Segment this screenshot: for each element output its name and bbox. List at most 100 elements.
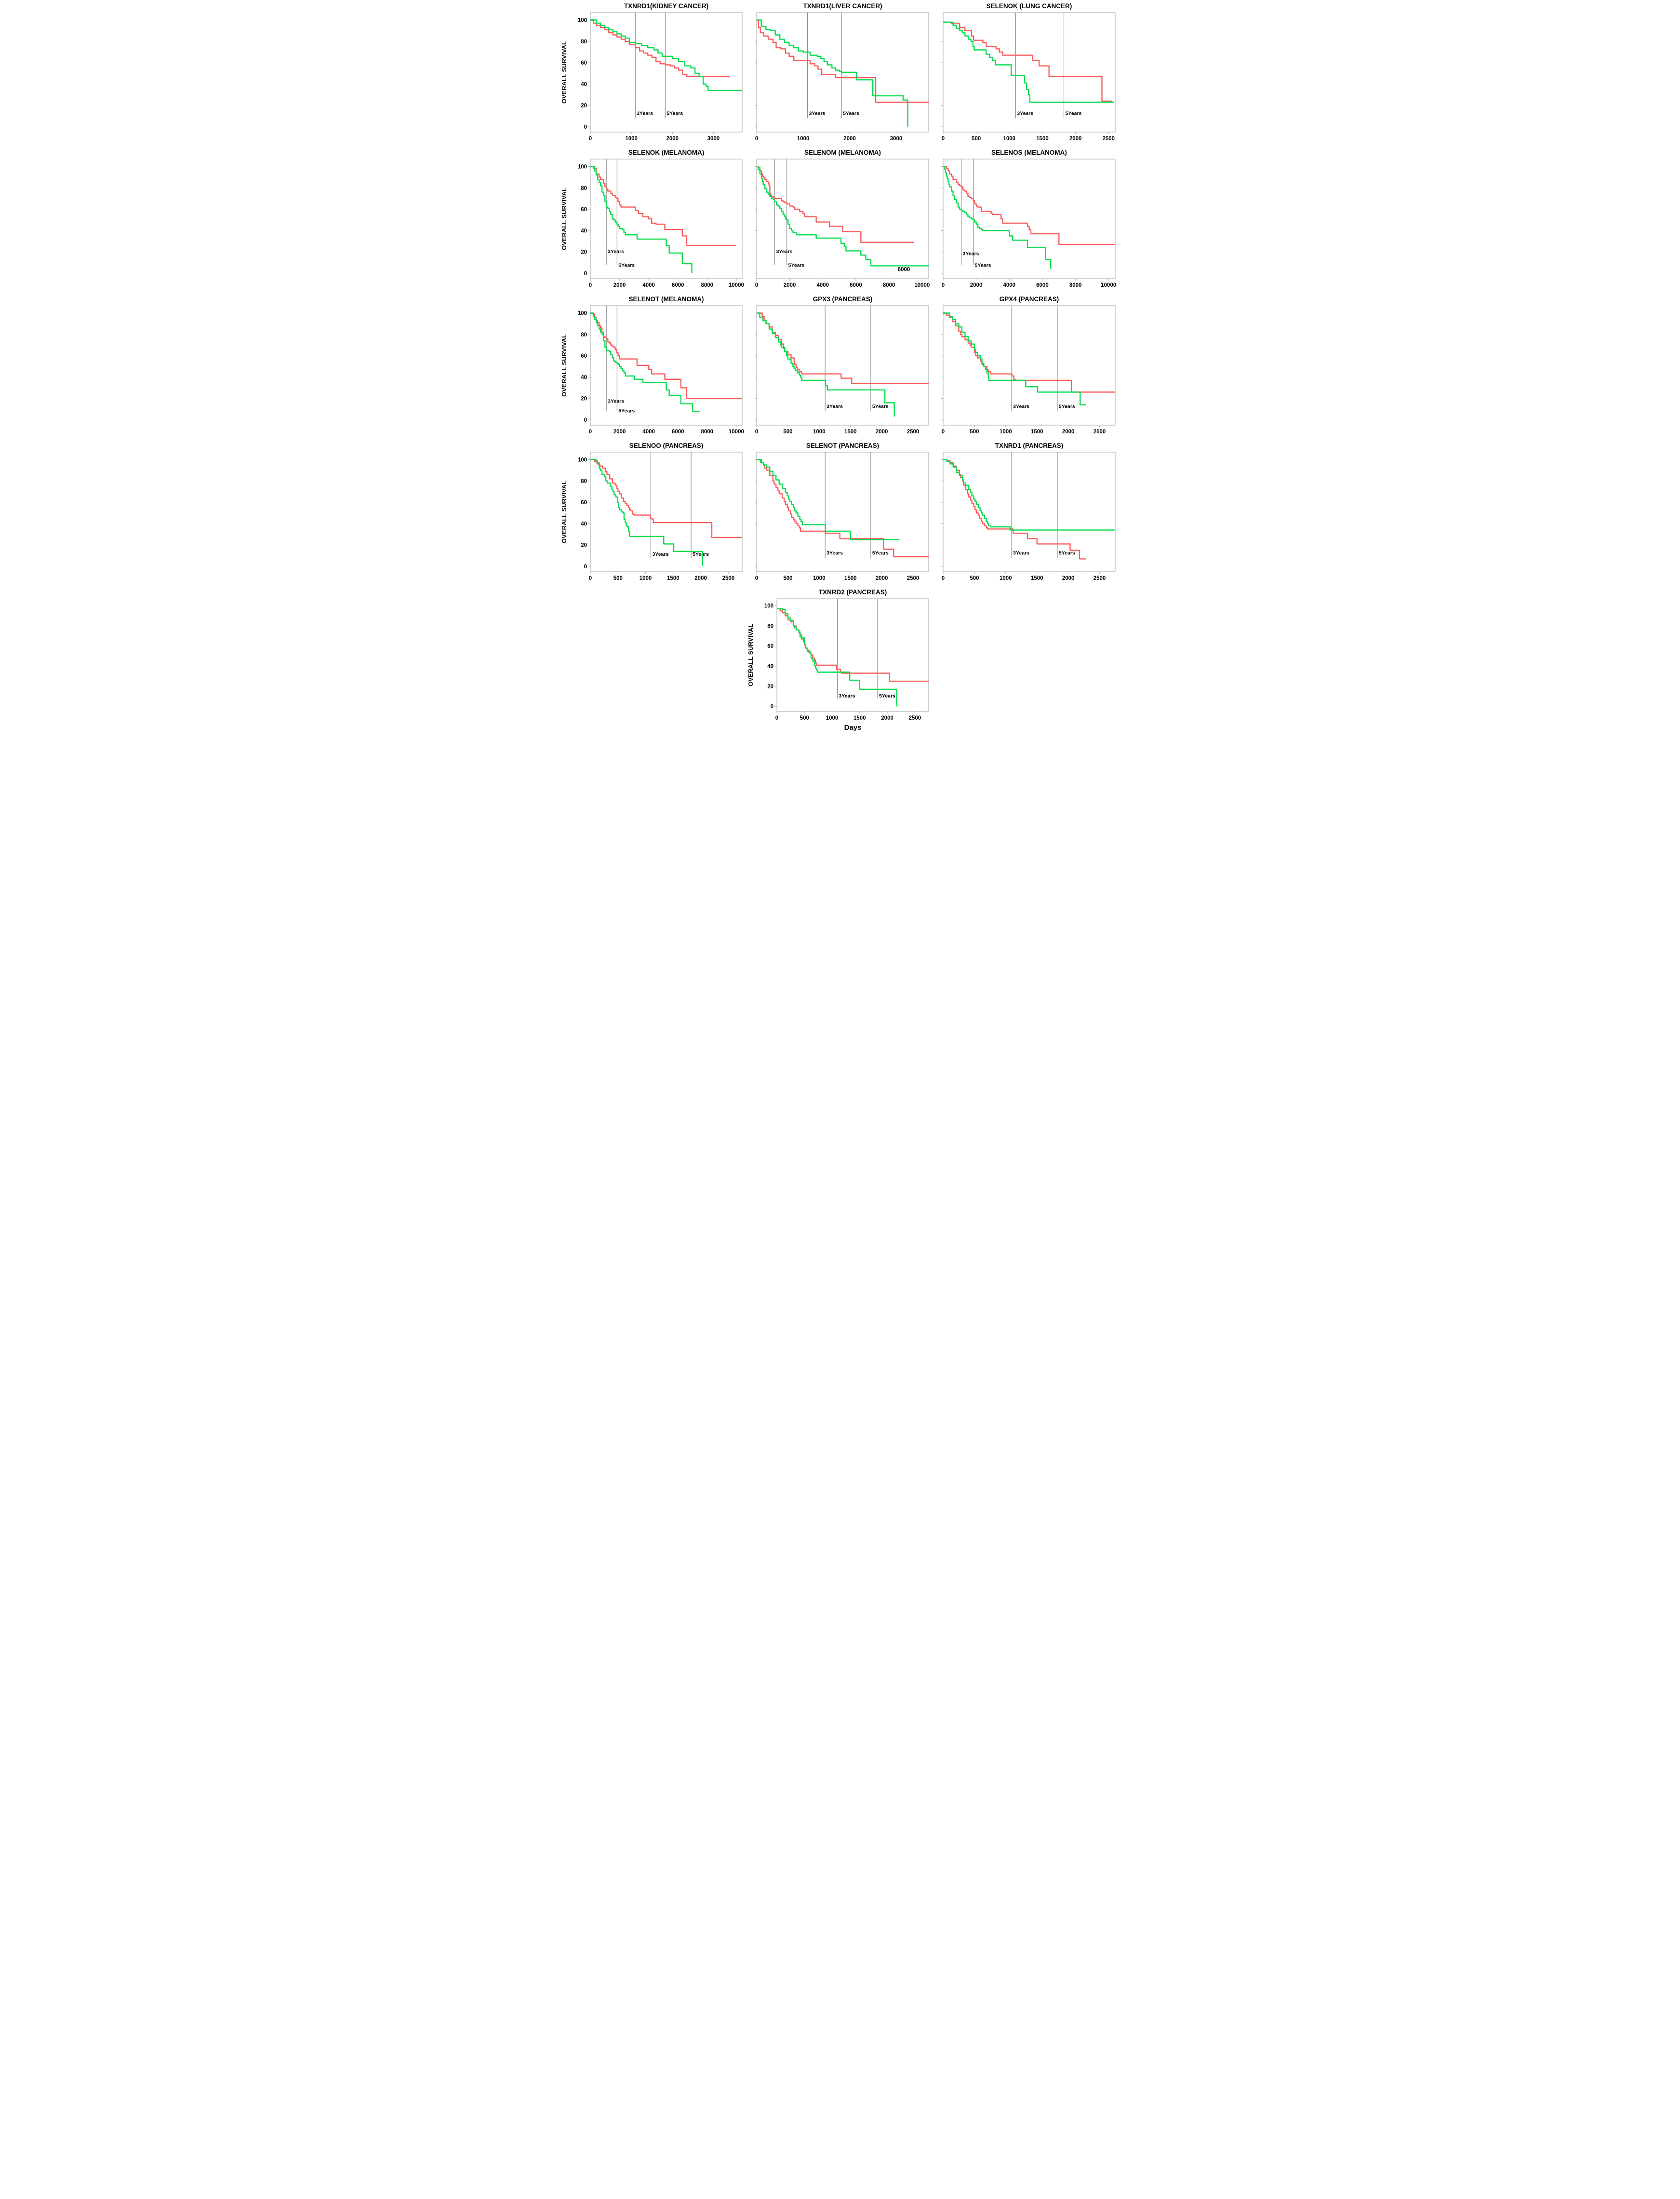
y-tick-label: 0 [584, 417, 587, 423]
x-tick-label: 2000 [970, 282, 982, 288]
x-tick-label: 1000 [1000, 429, 1012, 435]
x-tick-label: 0 [588, 576, 591, 581]
red-curve [776, 608, 929, 682]
survival-plot-gpx4-pancreas: 3Years 5Years 0 500 1000 1500 2000 2500 GPX4 (PA… [933, 293, 1120, 440]
x-tick-label: 8000 [701, 282, 713, 288]
y-tick-label: 40 [581, 81, 587, 87]
red-curve [590, 19, 730, 78]
plot-frame [589, 159, 743, 279]
year-label-5: 5Years [693, 551, 709, 557]
x-tick-label: 1500 [844, 429, 856, 435]
y-tick-label: 100 [577, 164, 587, 170]
x-tick-label: 2500 [908, 715, 921, 721]
x-tick-label: 10000 [728, 282, 744, 288]
year-label-3: 3Years [962, 251, 979, 256]
y-tick-label: 100 [577, 311, 587, 317]
y-tick-label: 0 [584, 124, 587, 130]
x-tick-label: 0 [941, 136, 944, 142]
x-tick-label: 6000 [850, 282, 862, 288]
green-curve [590, 166, 693, 273]
y-tick-label: 20 [581, 543, 587, 549]
x-tick-label: 500 [970, 429, 979, 435]
x-tick-label: 6000 [671, 429, 684, 435]
year-label-5: 5Years [1065, 111, 1081, 117]
year-label-3: 3Years [827, 550, 843, 556]
y-tick-label: 20 [581, 396, 587, 402]
x-tick-label: 8000 [701, 429, 713, 435]
y-tick-label: 40 [581, 375, 587, 380]
x-tick-label: 1500 [1030, 576, 1043, 581]
survival-plot-selenoo-pancreas: 3Years 5Years 0 20 40 60 80 100 0 500 1000 1500 2000… [560, 440, 747, 586]
y-tick-label: 0 [770, 704, 773, 710]
plot-title: SELENOS (MELANOMA) [991, 149, 1067, 156]
plot-title: SELENOT (PANCREAS) [806, 442, 879, 449]
x-tick-label: 10000 [1101, 282, 1116, 288]
x-tick-label: 2000 [1062, 429, 1074, 435]
y-tick-label: 100 [764, 603, 773, 609]
year-label-3: 3Years [827, 404, 843, 410]
year-label-5: 5Years [879, 693, 895, 699]
x-tick-label: 2500 [907, 429, 919, 435]
survival-plot-gpx3-pancreas: 3Years 5Years 0 500 1000 1500 2000 2500 GPX3 (PA… [747, 293, 933, 440]
red-curve [756, 459, 929, 558]
y-axis-label: OVERALL SURVIVAL [560, 481, 568, 543]
plot-canvas: 3Years 5Years 0 500 1000 1500 2000 2500 SELENOT … [754, 442, 929, 581]
x-tick-label: 2000 [1062, 576, 1074, 581]
x-tick-label: 8000 [882, 282, 895, 288]
green-curve [756, 19, 908, 127]
y-tick-label: 60 [581, 353, 587, 359]
y-axis-label: OVERALL SURVIVAL [560, 41, 568, 104]
y-axis-label: OVERALL SURVIVAL [747, 624, 754, 686]
x-tick-label: 500 [972, 136, 981, 142]
x-tick-label: 1000 [813, 576, 826, 581]
survival-figure: 3Years 5Years 0 20 40 60 80 100 0 1000 2000 3000 TXN… [560, 0, 1120, 733]
y-tick-label: 0 [584, 564, 587, 570]
x-tick-label: 0 [588, 282, 591, 288]
survival-plot-selenot-pancreas: 3Years 5Years 0 500 1000 1500 2000 2500 SELENOT … [747, 440, 933, 586]
y-tick-label: 60 [581, 60, 587, 66]
plot-frame [756, 12, 929, 133]
plot-frame [589, 12, 743, 133]
plot-frame [942, 452, 1116, 572]
green-curve [590, 19, 742, 91]
y-tick-label: 20 [767, 684, 773, 690]
plot-frame [589, 305, 743, 426]
x-tick-label: 4000 [816, 282, 829, 288]
x-tick-label: 6000 [671, 282, 684, 288]
survival-plot-selenok-melanoma: 3Years 5Years 0 20 40 60 80 100 0 2000 4000 6000 800… [560, 147, 747, 293]
x-tick-label: 500 [783, 429, 792, 435]
y-tick-label: 100 [577, 18, 587, 24]
plot-canvas: 3Years 5Years 0 500 1000 1500 2000 2500 GPX4 (PA… [941, 295, 1116, 435]
y-tick-label: 60 [581, 500, 587, 506]
x-tick-label: 0 [755, 576, 758, 581]
plot-frame [942, 159, 1116, 279]
x-tick-label: 2500 [722, 576, 734, 581]
green-curve [943, 166, 1051, 269]
y-tick-label: 20 [581, 250, 587, 255]
red-curve [590, 166, 736, 246]
plot-frame [776, 598, 929, 712]
plot-title: TXNRD1(LIVER CANCER) [803, 2, 882, 10]
plot-title: SELENOM (MELANOMA) [804, 149, 881, 156]
year-label-5: 5Years [1058, 550, 1075, 556]
x-tick-label: 0 [755, 136, 758, 142]
plot-canvas: 3Years 5Years 0 20 40 60 80 100 0 2000 4000 6000 800… [560, 149, 744, 288]
survival-plot-txnrd2-pancreas: 3Years 5Years 0 20 40 60 80 100 0 500 1000 1500 2000… [747, 586, 933, 735]
y-tick-label: 20 [581, 103, 587, 109]
red-curve [756, 312, 929, 384]
plot-canvas: 3Years 5Years 0 500 1000 1500 2000 2500 TXNRD1 (… [941, 442, 1116, 581]
x-tick-label: 0 [941, 429, 944, 435]
plot-title: SELENOO (PANCREAS) [629, 442, 703, 449]
year-label-3: 3Years [809, 111, 825, 117]
x-tick-label: 2000 [666, 136, 679, 142]
red-curve [590, 312, 742, 399]
green-curve [776, 608, 897, 707]
x-tick-label: 1500 [853, 715, 866, 721]
plot-title: TXNRD1 (PANCREAS) [995, 442, 1063, 449]
plot-canvas: 3Years 5Years 0 1000 2000 3000 TXNRD1(LIVER CA… [754, 2, 929, 142]
year-label-3: 3Years [637, 111, 653, 117]
red-curve [943, 312, 1115, 393]
green-curve [756, 312, 895, 417]
survival-plot-selenos-melanoma: 3Years 5Years 0 2000 4000 6000 8000 10000 SELENO… [933, 147, 1120, 293]
